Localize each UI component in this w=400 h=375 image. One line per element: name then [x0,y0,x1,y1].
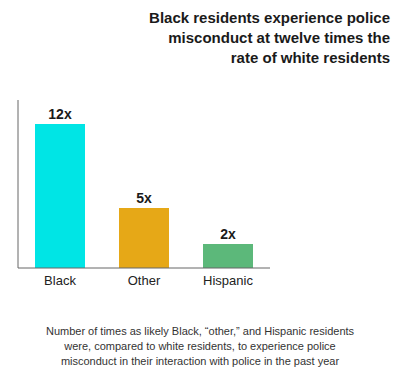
svg-text:Hispanic: Hispanic [203,273,253,288]
svg-text:Black: Black [44,273,76,288]
html-text:Black residents experience pol: Black residents experience police miscon… [149,9,390,66]
html-text:Number of times as likely Blac: Number of times as likely Black, “other,… [45,325,355,367]
svg-text:5x: 5x [136,190,152,206]
svg-text:12x: 12x [48,106,72,122]
svg-text:2x: 2x [220,226,236,242]
svg-text:Other: Other [128,273,161,288]
